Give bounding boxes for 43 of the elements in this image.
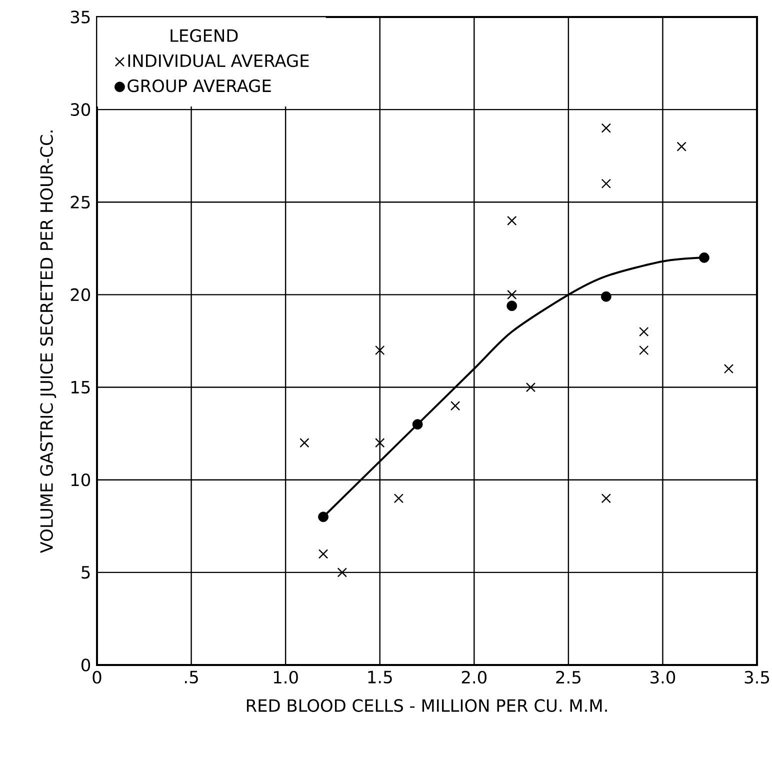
point [506, 300, 518, 312]
point [318, 549, 328, 559]
legend-label: GROUP AVERAGE [128, 79, 271, 92]
x-tick-label: 2.5 [556, 670, 580, 684]
point [699, 252, 710, 263]
point [375, 345, 385, 356]
y-tick-label: 35 [70, 10, 90, 24]
point [601, 494, 611, 504]
y-tick-label: 30 [70, 103, 90, 116]
point [337, 568, 347, 578]
y-tick-label: 20 [70, 288, 90, 302]
point [724, 364, 734, 374]
point [450, 400, 460, 411]
y-tick-label: 15 [71, 380, 90, 394]
point [601, 123, 611, 133]
y-axis-title: VOLUME GASTRIC JUICE SECRETED PER HOUR-CC. [40, 130, 56, 554]
point [676, 142, 686, 152]
point [601, 178, 611, 188]
y-tick-label: 10 [71, 473, 90, 486]
point [639, 326, 649, 337]
y-tick-label: 5 [82, 566, 90, 579]
point [394, 494, 404, 504]
point [600, 291, 612, 302]
x-tick-label: 2.0 [462, 670, 486, 684]
y-tick-label: 0 [81, 658, 90, 672]
point [412, 419, 423, 430]
x-tick-label: 1.5 [368, 670, 392, 684]
point [507, 290, 517, 300]
point [526, 382, 536, 392]
point [639, 345, 649, 356]
x-tick-label: 0 [92, 670, 102, 684]
point [507, 216, 517, 226]
x-tick-label: 3.0 [650, 670, 676, 684]
point [318, 512, 328, 522]
point [300, 438, 310, 448]
x-tick-label: .5 [185, 670, 198, 684]
legend-title: LEGEND [170, 29, 238, 42]
point [375, 438, 385, 448]
y-tick-label: 25 [70, 196, 90, 209]
x-tick-label: 1.0 [274, 670, 298, 684]
x-tick-label: 3.5 [744, 670, 769, 684]
x-axis-title: RED BLOOD CELLS - MILLION PER CU. M.M. [246, 699, 607, 712]
legend-label: INDIVIDUAL AVERAGE [128, 54, 309, 68]
